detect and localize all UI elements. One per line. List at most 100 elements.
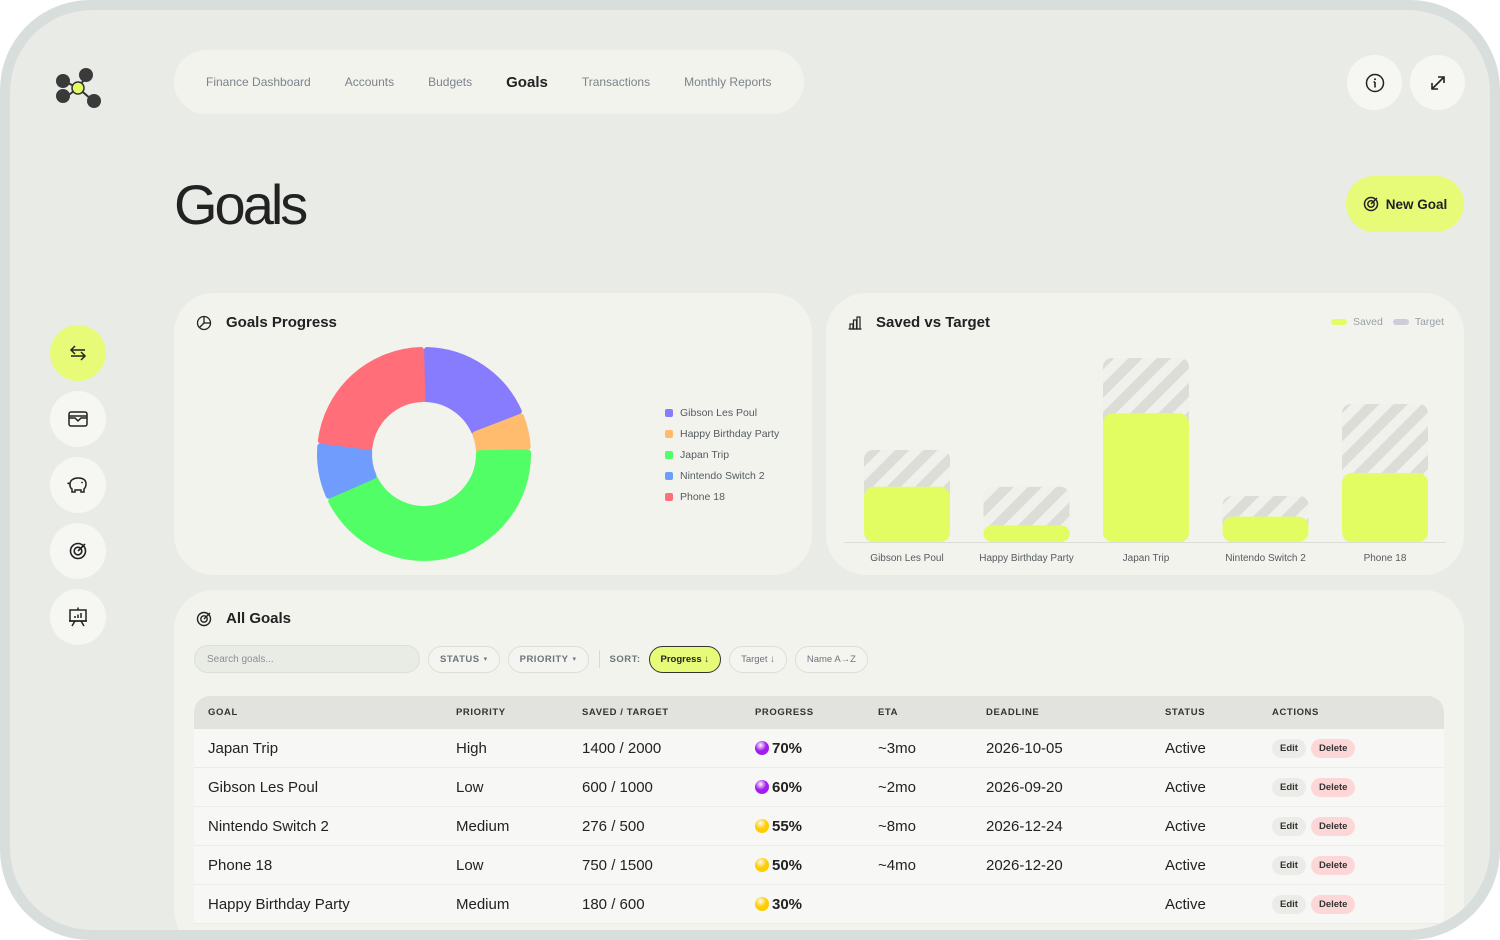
col-progress[interactable]: PROGRESS <box>755 707 814 718</box>
toolbar-divider <box>598 650 600 668</box>
info-button[interactable] <box>1347 55 1402 110</box>
sort-progress-button[interactable]: Progress ↓ <box>648 645 722 673</box>
table-row[interactable]: Nintendo Switch 2 Medium 276 / 500 55% ~8mo 2… <box>194 807 1444 846</box>
nav-accounts[interactable]: Accounts <box>344 75 395 89</box>
delete-button[interactable]: Delete <box>1310 894 1356 914</box>
donut-slice-happy-birthday-party[interactable] <box>472 413 531 454</box>
edit-button[interactable]: Edit <box>1272 894 1306 914</box>
goal-actions: Edit Delete <box>1272 777 1356 797</box>
goal-priority: High <box>456 739 487 757</box>
col-deadline[interactable]: DEADLINE <box>986 707 1040 718</box>
target-icon <box>1363 196 1378 212</box>
goal-deadline: 2026-12-20 <box>986 856 1063 874</box>
delete-button[interactable]: Delete <box>1310 738 1356 758</box>
priority-filter[interactable]: PRIORITY ▾ <box>507 645 589 673</box>
sidebar-item-accounts[interactable] <box>50 391 106 447</box>
nav-budgets[interactable]: Budgets <box>428 75 473 89</box>
goal-progress: 30% <box>755 896 878 913</box>
goals-progress-title: Goals Progress <box>226 314 337 331</box>
bar-chart-icon <box>848 315 862 330</box>
col-status[interactable]: STATUS <box>1165 707 1206 718</box>
table-header: GOAL PRIORITY SAVED / TARGET PROGRESS ET… <box>194 696 1444 729</box>
goal-status: Active <box>1165 778 1206 796</box>
col-priority[interactable]: PRIORITY <box>456 707 506 718</box>
sort-target-button[interactable]: Target ↓ <box>729 645 787 673</box>
sort-name-button[interactable]: Name A→Z <box>794 645 868 673</box>
nav-finance-dashboard[interactable]: Finance Dashboard <box>206 75 311 89</box>
goal-saved-target: 276 / 500 <box>582 817 645 835</box>
delete-button[interactable]: Delete <box>1310 816 1356 836</box>
search-goals-input[interactable] <box>194 645 420 673</box>
goal-actions: Edit Delete <box>1272 816 1356 836</box>
goal-priority: Medium <box>456 817 510 835</box>
nav-goals[interactable]: Goals <box>506 73 548 91</box>
status-filter[interactable]: STATUS ▾ <box>428 645 500 673</box>
legend-label: Japan Trip <box>680 448 730 461</box>
x-tick-label: Happy Birthday Party <box>979 553 1074 564</box>
goal-actions: Edit Delete <box>1272 738 1356 758</box>
table-row[interactable]: Phone 18 Low 750 / 1500 50% ~4mo 2026-12-20 Ac… <box>194 846 1444 885</box>
sidebar-item-transactions[interactable] <box>50 325 106 381</box>
sidebar-item-reports[interactable] <box>50 589 106 645</box>
page-title: Goals <box>174 173 308 236</box>
legend-swatch <box>665 492 673 501</box>
goal-status: Active <box>1165 817 1206 835</box>
sidebar-item-budgets[interactable] <box>50 457 106 513</box>
col-saved-target[interactable]: SAVED / TARGET <box>582 707 669 718</box>
x-tick-label: Phone 18 <box>1364 553 1407 564</box>
legend-item: Nintendo Switch 2 <box>665 465 779 486</box>
legend-target-swatch <box>1392 319 1409 325</box>
donut-slice-nintendo-switch-2[interactable] <box>317 443 377 499</box>
goal-progress: 55% <box>755 818 878 835</box>
delete-button[interactable]: Delete <box>1310 855 1356 875</box>
bar-saved[interactable] <box>1222 516 1309 542</box>
progress-percent: 60% <box>772 778 803 796</box>
goal-status: Active <box>1165 856 1206 874</box>
edit-button[interactable]: Edit <box>1272 777 1306 797</box>
col-goal[interactable]: GOAL <box>208 707 238 718</box>
chevron-down-icon: ▾ <box>483 656 488 663</box>
expand-button[interactable] <box>1410 55 1465 110</box>
saved-vs-target-chart: Gibson Les Poul Happy Birthday Party Japan… <box>844 358 1446 564</box>
goals-toolbar: STATUS ▾ PRIORITY ▾ SORT: Progress ↓ Tar… <box>194 645 868 673</box>
sidebar-item-goals[interactable] <box>50 523 106 579</box>
goal-saved-target: 750 / 1500 <box>582 856 653 874</box>
goal-priority: Low <box>456 778 484 796</box>
delete-button[interactable]: Delete <box>1310 777 1356 797</box>
progress-percent: 70% <box>772 739 803 757</box>
bar-saved[interactable] <box>864 486 950 542</box>
sort-label: SORT: <box>609 653 641 665</box>
edit-button[interactable]: Edit <box>1272 855 1306 875</box>
saved-vs-target-card: Saved vs Target Saved Target Gibson Les … <box>826 293 1464 575</box>
goal-actions: Edit Delete <box>1272 855 1356 875</box>
edit-button[interactable]: Edit <box>1272 738 1306 758</box>
target-icon <box>196 611 212 626</box>
table-row[interactable]: Happy Birthday Party Medium 180 / 600 30% Ac… <box>194 885 1444 924</box>
donut-slice-gibson-les-poul[interactable] <box>422 347 522 435</box>
goal-deadline: 2026-10-05 <box>986 739 1063 757</box>
legend-saved: Saved <box>1331 316 1383 328</box>
donut-slice-japan-trip[interactable] <box>328 449 531 561</box>
goal-status: Active <box>1165 739 1206 757</box>
expand-icon <box>1430 75 1445 90</box>
bar-saved[interactable] <box>1342 473 1428 542</box>
nav-monthly-reports[interactable]: Monthly Reports <box>684 75 772 89</box>
nav-transactions[interactable]: Transactions <box>581 75 651 89</box>
new-goal-button[interactable]: New Goal <box>1346 176 1464 232</box>
col-actions: ACTIONS <box>1272 707 1319 718</box>
goal-priority: Low <box>456 856 484 874</box>
edit-button[interactable]: Edit <box>1272 816 1306 836</box>
bar-saved[interactable] <box>1103 413 1189 542</box>
bar-saved[interactable] <box>983 525 1070 542</box>
target-icon <box>69 542 87 560</box>
table-row[interactable]: Gibson Les Poul Low 600 / 1000 60% ~2mo 2026-… <box>194 768 1444 807</box>
goal-deadline: 2026-12-24 <box>986 817 1063 835</box>
col-eta[interactable]: ETA <box>878 707 899 718</box>
presentation-chart-icon <box>69 607 87 627</box>
goal-name: Phone 18 <box>208 856 273 874</box>
table-row[interactable]: Japan Trip High 1400 / 2000 70% ~3mo 2026-10-… <box>194 729 1444 768</box>
all-goals-title: All Goals <box>226 610 292 627</box>
donut-slice-phone-18[interactable] <box>317 347 426 450</box>
legend-label: Gibson Les Poul <box>680 406 758 419</box>
